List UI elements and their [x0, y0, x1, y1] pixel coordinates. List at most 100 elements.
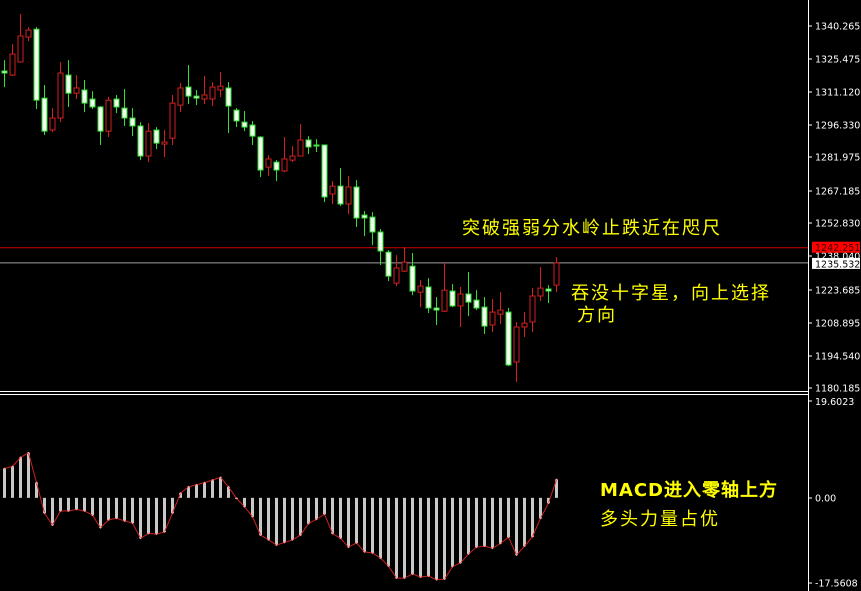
- macd-histogram-bar: [107, 497, 110, 520]
- candle-body: [441, 289, 448, 312]
- candle-body: [521, 322, 528, 328]
- macd-signal-point: [323, 513, 326, 516]
- macd-histogram-bar: [35, 482, 38, 498]
- macd-tick-label: -17.5608: [815, 579, 858, 590]
- candle-bullish: [265, 155, 272, 177]
- macd-signal-point: [531, 535, 534, 538]
- candle-body: [169, 102, 176, 139]
- candle-bearish: [233, 108, 240, 128]
- candle-body: [65, 74, 72, 94]
- macd-histogram-bar: [283, 497, 286, 543]
- candle-bearish: [193, 90, 200, 106]
- macd-signal-point: [443, 578, 446, 581]
- candle-bearish: [33, 27, 40, 110]
- macd-histogram-bar: [83, 497, 86, 511]
- candle-body: [545, 288, 552, 292]
- candle-body: [489, 311, 496, 326]
- macd-signal-point: [211, 479, 214, 481]
- candle-body: [121, 107, 128, 119]
- candle-body: [353, 186, 360, 219]
- macd-signal-point: [243, 505, 246, 508]
- macd-signal-point: [515, 554, 518, 556]
- candle-bullish: [161, 130, 168, 158]
- macd-histogram-bar: [499, 497, 502, 544]
- resistance-price-label-bg: [812, 241, 860, 253]
- macd-signal-point: [19, 456, 22, 459]
- macd-histogram-bar: [211, 480, 214, 498]
- price-tick-label: 1340.265: [815, 22, 860, 33]
- candle-bullish: [529, 288, 536, 332]
- macd-histogram-bar: [451, 497, 454, 567]
- price-tick-label: 1267.185: [815, 187, 860, 198]
- macd-histogram-bar: [531, 497, 534, 537]
- macd-histogram-bar: [539, 497, 542, 519]
- macd-histogram-bar: [227, 486, 230, 498]
- macd-signal-point: [459, 562, 462, 564]
- macd-signal-point: [283, 541, 286, 544]
- macd-signal-point: [379, 557, 382, 560]
- macd-histogram-bar: [395, 497, 398, 579]
- candle-bullish: [417, 279, 424, 308]
- candle-body: [161, 141, 168, 145]
- macd-signal-point: [35, 481, 38, 484]
- macd-signal-point: [299, 534, 302, 537]
- macd-signal-point: [403, 577, 406, 580]
- candle-body: [433, 307, 440, 311]
- candle-bullish: [49, 108, 56, 133]
- candle-body: [137, 125, 144, 157]
- candle-body: [409, 265, 416, 292]
- macd-histogram-bar: [347, 497, 350, 548]
- candle-bullish: [489, 298, 496, 332]
- macd-signal-point: [555, 478, 558, 481]
- candle-bearish: [425, 278, 432, 313]
- macd-histogram-bar: [315, 497, 318, 520]
- candle-bearish: [313, 139, 320, 152]
- candle-body: [241, 121, 248, 128]
- candle-bearish: [465, 272, 472, 317]
- macd-signal-point: [267, 538, 270, 541]
- candle-bullish: [401, 247, 408, 273]
- candle-body: [81, 89, 88, 104]
- candle-body: [361, 214, 368, 219]
- macd-signal-point: [75, 508, 78, 511]
- candle-bearish: [113, 94, 120, 114]
- macd-histogram-bar: [427, 497, 430, 577]
- macd-signal-point: [43, 512, 46, 514]
- candle-body: [233, 109, 240, 122]
- macd-histogram-bar: [75, 497, 78, 510]
- macd-signal-point: [219, 476, 222, 479]
- macd-histogram-bar: [3, 468, 6, 498]
- macd-signal-line: [4, 451, 557, 581]
- candle-bullish: [177, 82, 184, 113]
- candle-body: [25, 29, 32, 38]
- macd-signal-point: [419, 576, 422, 578]
- candle-bearish: [249, 120, 256, 145]
- macd-histogram-bar: [139, 497, 142, 539]
- candle-body: [369, 216, 376, 233]
- macd-histogram-bar: [403, 497, 406, 579]
- candle-body: [57, 72, 64, 119]
- candle-bullish: [57, 61, 64, 123]
- candle-bullish: [9, 44, 16, 76]
- macd-histogram-bar: [51, 497, 54, 526]
- candle-bullish: [217, 72, 224, 98]
- price-tick-label: 1281.975: [815, 153, 860, 164]
- macd-signal-point: [475, 546, 478, 549]
- macd-signal-point: [467, 553, 470, 555]
- macd-histogram-bar: [219, 477, 222, 498]
- macd-histogram-bar: [299, 497, 302, 536]
- candle-bullish: [25, 27, 32, 42]
- macd-signal-point: [147, 532, 150, 535]
- macd-histogram-bar: [27, 452, 30, 498]
- macd-histogram-bar: [323, 497, 326, 515]
- macd-histogram-bar: [515, 497, 518, 556]
- candle-bearish: [81, 80, 88, 113]
- macd-histogram-bar: [67, 497, 70, 511]
- macd-signal-point: [547, 502, 550, 505]
- annotation-bulls-dominant: 多头力量占优: [600, 509, 720, 530]
- macd-histogram-bar: [59, 497, 62, 511]
- macd-histogram-bar: [195, 484, 198, 498]
- candle-bearish: [353, 180, 360, 228]
- macd-histogram-bar: [555, 479, 558, 498]
- candle-bullish: [169, 94, 176, 145]
